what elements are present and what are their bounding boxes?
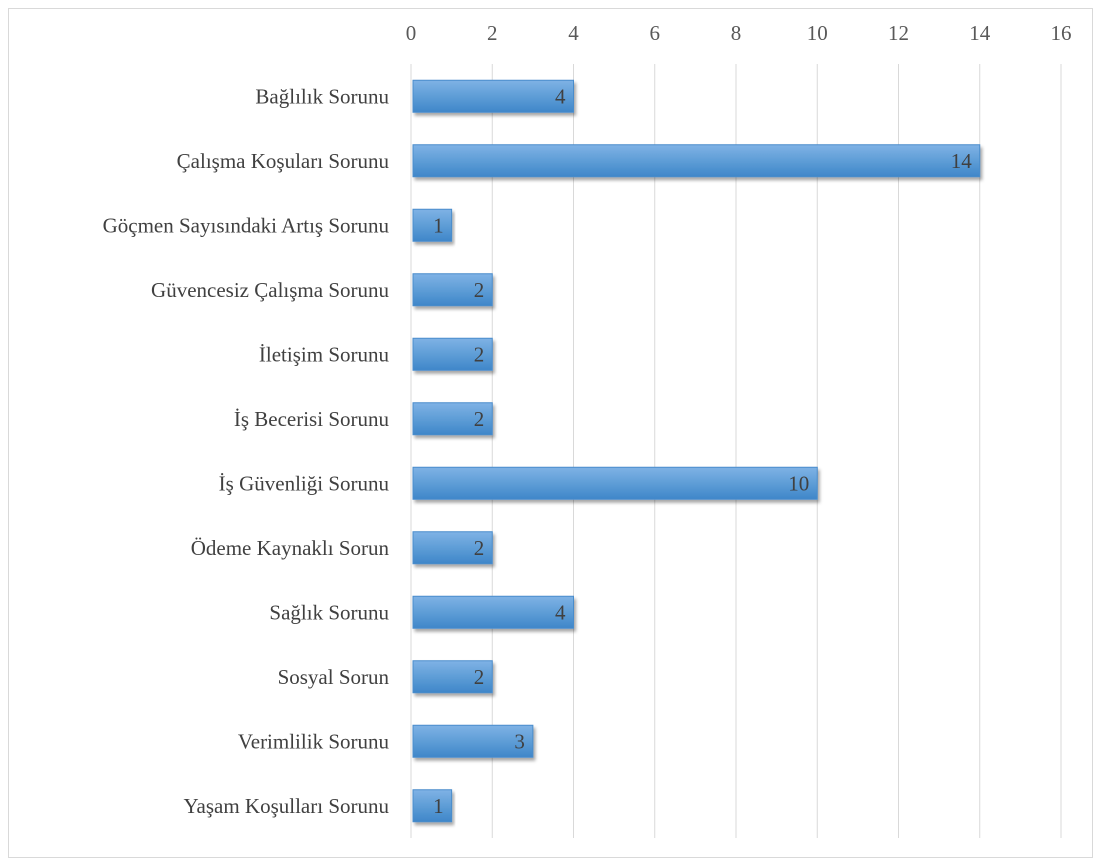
category-labels: Bağlılık Sorunu Çalışma Koşuları Sorunu Gö… bbox=[103, 84, 390, 818]
data-label: 2 bbox=[474, 278, 485, 302]
x-tick-label: 8 bbox=[731, 21, 742, 45]
bar bbox=[412, 724, 534, 758]
category-label: İş Güvenliği Sorunu bbox=[219, 471, 390, 495]
category-label: Çalışma Koşuları Sorunu bbox=[177, 149, 390, 173]
data-label: 1 bbox=[433, 794, 444, 818]
data-label: 4 bbox=[555, 84, 566, 108]
x-tick-label: 14 bbox=[969, 21, 991, 45]
x-tick-label: 2 bbox=[487, 21, 498, 45]
data-label: 10 bbox=[788, 471, 809, 495]
bar bbox=[412, 79, 574, 113]
x-tick-label: 4 bbox=[568, 21, 579, 45]
category-label: Verimlilik Sorunu bbox=[238, 729, 390, 753]
category-label: Ödeme Kaynaklı Sorun bbox=[191, 536, 390, 560]
bar bbox=[412, 273, 493, 307]
x-tick-label: 0 bbox=[406, 21, 417, 45]
x-tick-label: 6 bbox=[650, 21, 661, 45]
bar bbox=[412, 660, 493, 694]
data-label: 3 bbox=[514, 729, 525, 753]
data-label: 1 bbox=[433, 213, 444, 237]
x-tick-label: 12 bbox=[888, 21, 909, 45]
bar bbox=[412, 466, 818, 500]
category-label: Yaşam Koşulları Sorunu bbox=[183, 794, 389, 818]
data-label: 2 bbox=[474, 342, 485, 366]
category-label: Sosyal Sorun bbox=[278, 665, 390, 689]
gridlines bbox=[410, 64, 1062, 838]
category-label: İletişim Sorunu bbox=[259, 342, 390, 366]
bar bbox=[412, 144, 981, 178]
data-label: 14 bbox=[951, 149, 973, 173]
bar bbox=[412, 595, 574, 629]
data-label: 2 bbox=[474, 407, 485, 431]
category-label: Göçmen Sayısındaki Artış Sorunu bbox=[103, 213, 390, 237]
data-label: 2 bbox=[474, 536, 485, 560]
bar bbox=[412, 208, 453, 242]
data-labels: 4 14 1 2 2 2 10 2 4 2 3 1 bbox=[433, 84, 972, 818]
data-label: 4 bbox=[555, 600, 566, 624]
category-label: Bağlılık Sorunu bbox=[255, 84, 389, 108]
x-tick-label: 16 bbox=[1051, 21, 1072, 45]
category-label: Sağlık Sorunu bbox=[269, 600, 389, 624]
bar bbox=[412, 531, 493, 565]
x-tick-label: 10 bbox=[807, 21, 828, 45]
x-axis-ticks: 0 2 4 6 8 10 12 14 16 bbox=[406, 21, 1072, 45]
bar bbox=[412, 337, 493, 371]
bar bbox=[412, 789, 453, 823]
category-label: Güvencesiz Çalışma Sorunu bbox=[151, 278, 389, 302]
bar bbox=[412, 402, 493, 436]
category-label: İş Becerisi Sorunu bbox=[234, 407, 390, 431]
bars bbox=[412, 79, 981, 823]
data-label: 2 bbox=[474, 665, 485, 689]
